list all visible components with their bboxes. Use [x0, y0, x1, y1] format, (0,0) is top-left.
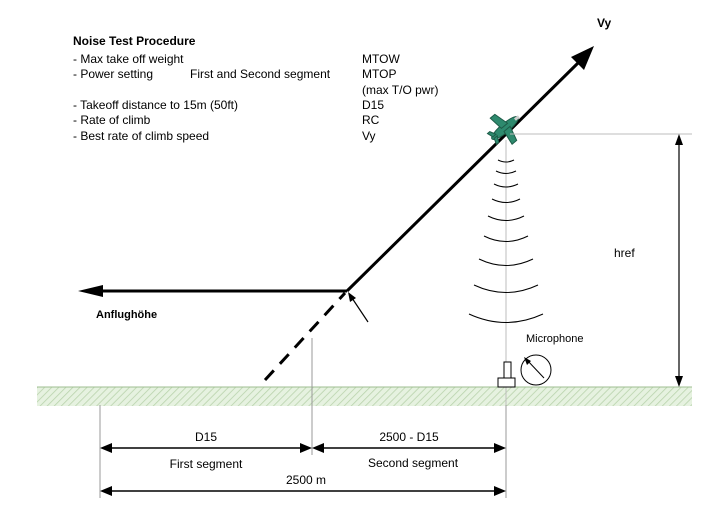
sound-wave-icon — [468, 159, 544, 323]
procedure-row-value: MTOW — [362, 52, 400, 66]
procedure-row-label: - Best rate of climb speed — [73, 129, 209, 143]
second-segment-label: Second segment — [368, 456, 459, 470]
climb-extension-dashed — [263, 291, 347, 382]
transition-pointer-head — [348, 292, 356, 302]
first-segment-label: First segment — [170, 457, 243, 471]
approach-arrowhead — [78, 285, 103, 297]
vy-label: Vy — [597, 16, 612, 30]
procedure-row-label: - Takeoff distance to 15m (50ft) — [73, 98, 238, 112]
total-label: 2500 m — [286, 473, 326, 487]
microphone-label: Microphone — [526, 333, 583, 345]
procedure-row-value: Vy — [362, 129, 376, 143]
climb-arrowhead — [571, 46, 594, 70]
procedure-row-value: MTOP — [362, 67, 396, 81]
href-label: href — [614, 246, 635, 260]
procedure-row-value: (max T/O pwr) — [362, 83, 438, 97]
procedure-row-label: - Power setting — [73, 67, 153, 81]
approach-label: Anflughöhe — [96, 309, 157, 321]
procedure-row-label: - Max take off weight — [73, 52, 184, 66]
d15-rest-label: 2500 - D15 — [379, 430, 439, 444]
d15-label: D15 — [195, 430, 217, 444]
procedure-row-label: - Rate of climb — [73, 113, 151, 127]
procedure-title: Noise Test Procedure — [73, 34, 196, 48]
procedure-row-value: RC — [362, 113, 380, 127]
href-arrow-top — [675, 134, 683, 145]
procedure-row-value: D15 — [362, 98, 384, 112]
aircraft-icon — [486, 113, 520, 146]
microphone-icon — [497, 354, 552, 388]
climb-path — [345, 61, 580, 293]
procedure-block: Noise Test Procedure - Max take off weig… — [73, 34, 438, 143]
transition-pointer — [351, 297, 369, 323]
ground — [37, 387, 692, 406]
procedure-row-sub: First and Second segment — [190, 67, 331, 81]
href-arrow-bottom — [675, 376, 683, 387]
